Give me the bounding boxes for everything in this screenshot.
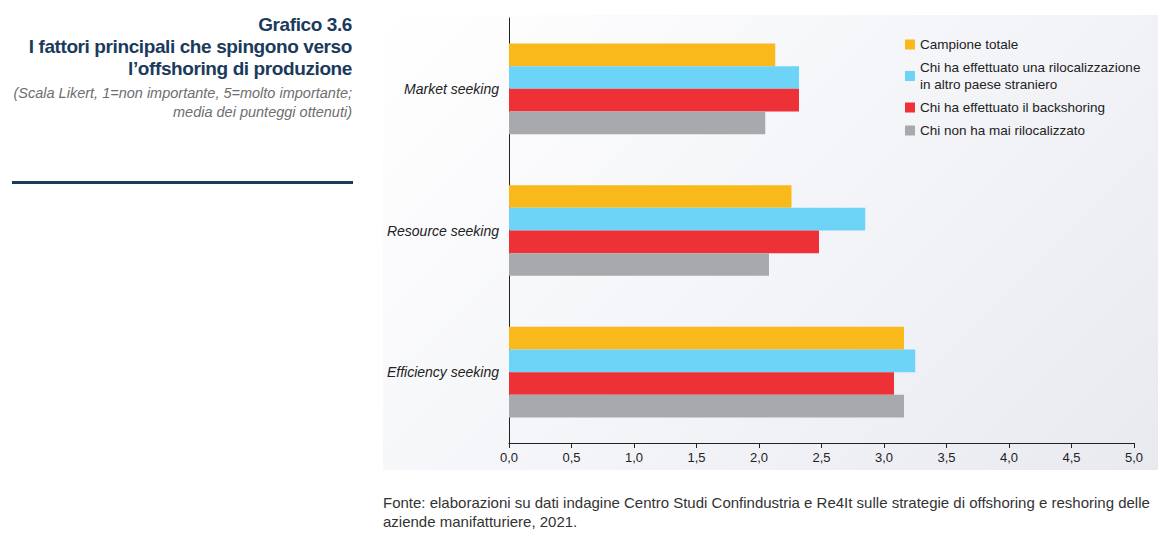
svg-text:Market seeking: Market seeking [404,81,499,97]
svg-text:4,5: 4,5 [1062,450,1080,465]
html-text:Grafico 3.6: Grafico 3.6 [258,14,352,35]
html-text:Fonte: elaborazioni su dati in: Fonte: elaborazioni su dati indagine Cen… [383,494,1150,530]
svg-text:1,0: 1,0 [625,450,643,465]
svg-text:4,0: 4,0 [1000,450,1018,465]
svg-text:1,5: 1,5 [687,450,705,465]
svg-text:2,0: 2,0 [750,450,768,465]
svg-text:Chi ha effettuato una rilocali: Chi ha effettuato una rilocalizzazione [920,60,1144,75]
svg-text:Resource seeking: Resource seeking [387,223,499,239]
svg-text:5,0: 5,0 [1125,450,1143,465]
svg-text:Campione totale: Campione totale [920,37,1018,52]
svg-text:Efficiency seeking: Efficiency seeking [387,364,499,380]
html-text:(Scala Likert, 1=non important: (Scala Likert, 1=non importante, 5=molto… [13,85,352,120]
svg-text:Chi ha effettuato il backshori: Chi ha effettuato il backshoring [920,100,1105,115]
svg-text:3,0: 3,0 [875,450,893,465]
svg-text:in altro paese straniero: in altro paese straniero [920,77,1057,92]
svg-text:2,5: 2,5 [812,450,830,465]
svg-text:3,5: 3,5 [937,450,955,465]
html-text:I fattori principali che sping: I fattori principali che spingono verso … [28,36,352,79]
svg-text:0,0: 0,0 [500,450,518,465]
svg-text:Chi non ha mai rilocalizzato: Chi non ha mai rilocalizzato [920,123,1085,138]
svg-text:0,5: 0,5 [562,450,580,465]
